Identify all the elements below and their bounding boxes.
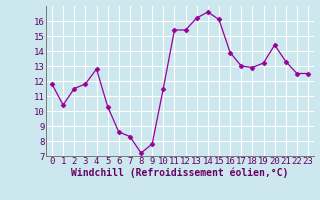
X-axis label: Windchill (Refroidissement éolien,°C): Windchill (Refroidissement éolien,°C) — [71, 168, 289, 178]
